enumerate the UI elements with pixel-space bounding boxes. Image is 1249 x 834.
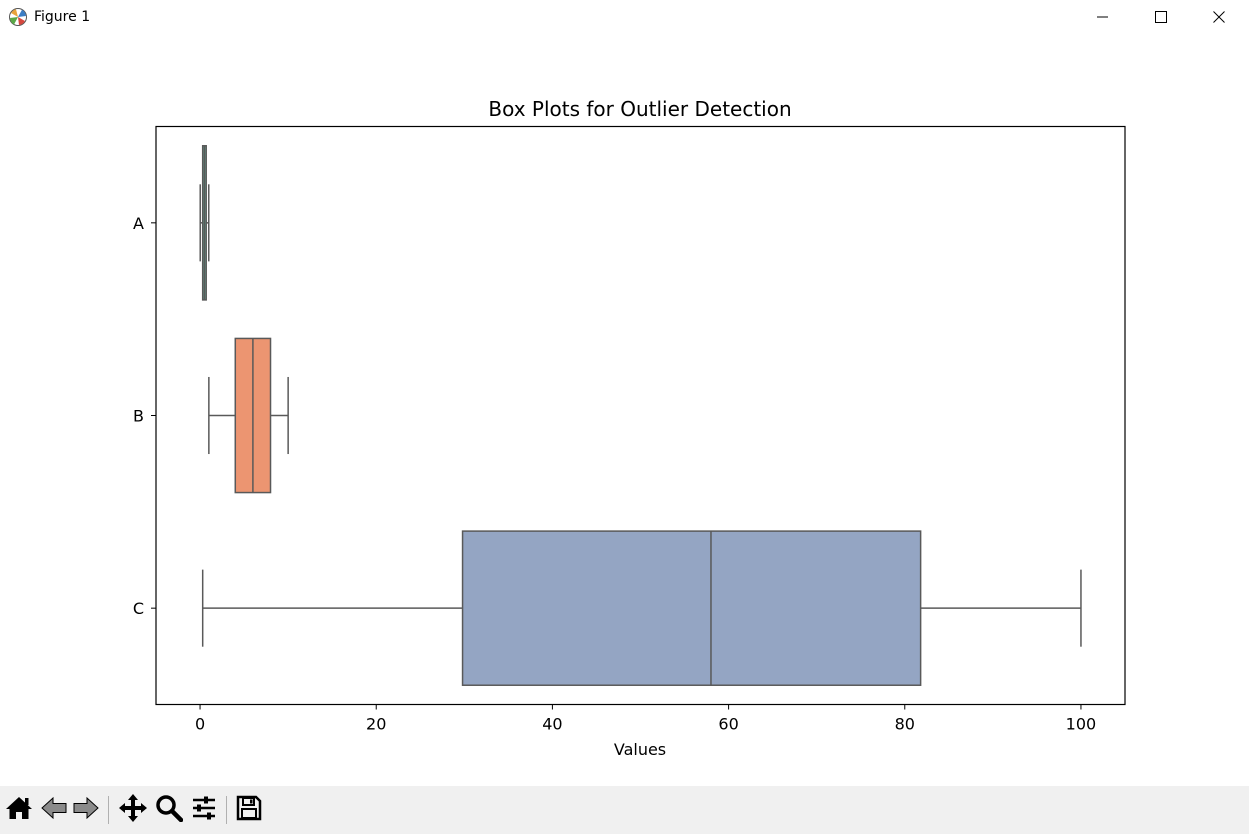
save-button[interactable] [233, 794, 265, 826]
zoom-button[interactable] [153, 794, 185, 826]
y-tick-label: C [133, 599, 144, 618]
home-icon [5, 794, 33, 826]
pan-icon [118, 793, 148, 827]
window-title: Figure 1 [34, 9, 91, 25]
configure-subplots-button[interactable] [188, 794, 220, 826]
zoom-icon [155, 794, 184, 826]
title-bar[interactable]: Figure 1 [0, 0, 1249, 34]
box-c [201, 530, 1082, 686]
chart-title: Box Plots for Outlier Detection [488, 97, 791, 121]
y-tick-label: A [133, 214, 144, 233]
matplotlib-icon [8, 7, 28, 27]
box-b [208, 337, 289, 494]
maximize-button[interactable] [1132, 0, 1190, 34]
home-button[interactable] [3, 794, 35, 826]
close-button[interactable] [1190, 0, 1248, 34]
configure-subplots-icon [190, 794, 218, 826]
save-icon [235, 794, 263, 826]
maximize-icon [1155, 8, 1167, 27]
pan-button[interactable] [117, 794, 149, 826]
plot-area[interactable]: Box Plots for Outlier Detection 0 20 40 60 8… [0, 34, 1249, 786]
forward-icon [72, 794, 100, 826]
back-button[interactable] [38, 794, 70, 826]
x-tick-label: 20 [366, 715, 386, 734]
minimize-button[interactable] [1074, 0, 1132, 34]
box-plot-chart: Box Plots for Outlier Detection 0 20 40 60 8… [133, 97, 1126, 759]
x-tick-label: 80 [895, 715, 915, 734]
box-a [199, 145, 210, 301]
y-tick-label: B [133, 407, 144, 426]
back-icon [40, 794, 68, 826]
close-icon [1213, 8, 1225, 27]
x-tick-label: 0 [195, 715, 205, 734]
y-axis: A B C [133, 214, 156, 618]
x-tick-label: 60 [718, 715, 738, 734]
x-axis-label: Values [614, 740, 666, 759]
navigation-toolbar [0, 786, 1249, 834]
forward-button[interactable] [70, 794, 102, 826]
x-axis: 0 20 40 60 80 100 [195, 704, 1097, 734]
x-tick-label: 40 [542, 715, 562, 734]
boxes-group [199, 145, 1082, 686]
toolbar-separator [108, 796, 109, 824]
iqr-box [461, 530, 922, 686]
x-tick-label: 100 [1066, 715, 1097, 734]
toolbar-separator [226, 796, 227, 824]
minimize-icon [1097, 8, 1109, 27]
